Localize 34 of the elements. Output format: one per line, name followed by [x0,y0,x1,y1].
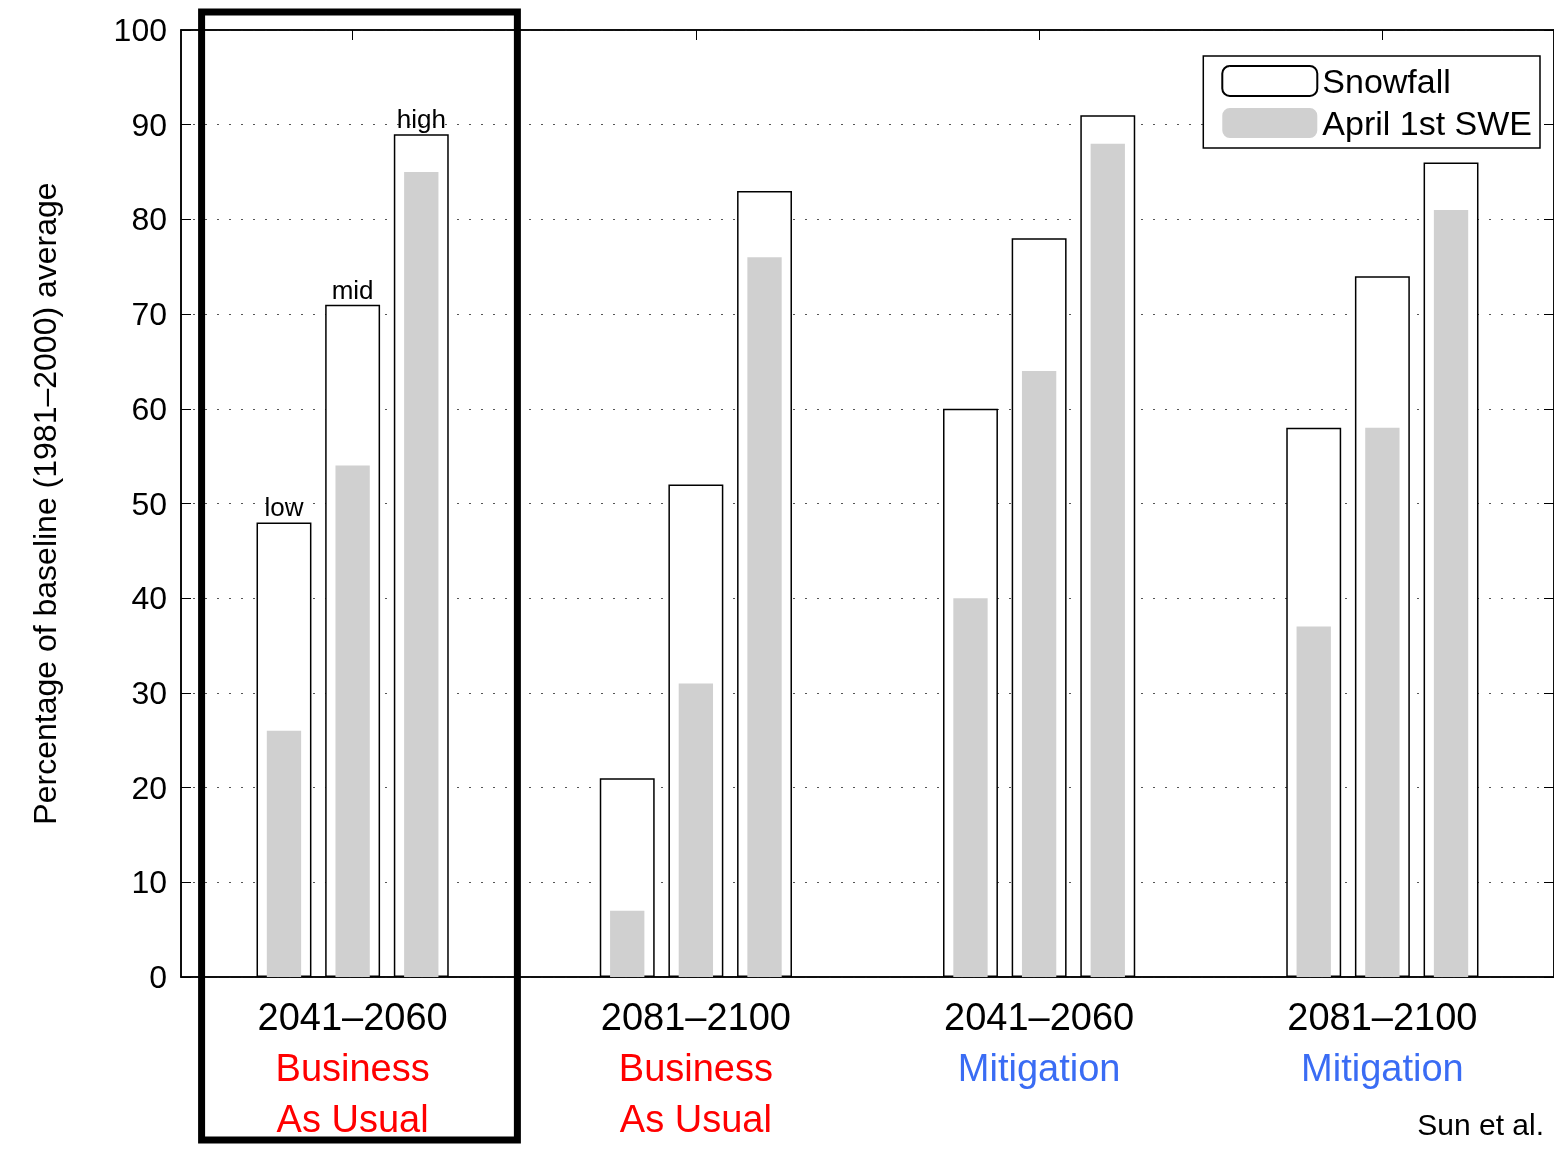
y-tick-label: 30 [131,674,167,711]
y-tick-label: 70 [131,296,167,333]
x-tick-label: 2041–2060 Mitigation [944,995,1135,1089]
y-tick-label: 50 [131,485,167,522]
y-tick-label: 100 [113,12,167,48]
bar [266,730,302,977]
y-tick-label: 40 [131,580,167,617]
bar [747,257,782,977]
bar [335,465,370,977]
legend-label: April 1st SWE [1322,104,1533,142]
y-tick-label: 80 [131,201,167,238]
y-tick-label: 60 [131,390,167,427]
bar [404,172,439,977]
bar [1365,427,1400,977]
bar [1021,370,1057,977]
legend-label: Snowfall [1322,62,1451,100]
bar [678,683,714,977]
y-tick-label: 0 [149,959,167,995]
bar [953,598,988,977]
data-label: low [264,492,304,523]
bar [1296,626,1331,977]
text: Sun et al. [1417,1107,1545,1141]
data-label: high [396,104,446,135]
x-tick-label: 2081–2100 Mitigation [1287,995,1478,1089]
data-label: mid [331,274,374,305]
y-tick-label: 20 [131,769,167,806]
x-tick-label: 2041–2060 Business As Usual [257,995,448,1140]
bar [610,910,645,977]
y-tick-label: 10 [131,864,167,901]
y-tick-label: 90 [131,106,167,143]
x-tick-label: 2081–2100 Business As Usual [600,995,791,1140]
bar [1090,143,1125,977]
y-axis-title: Percentage of baseline (1981–2000) average [27,182,63,825]
bar [1433,209,1469,977]
